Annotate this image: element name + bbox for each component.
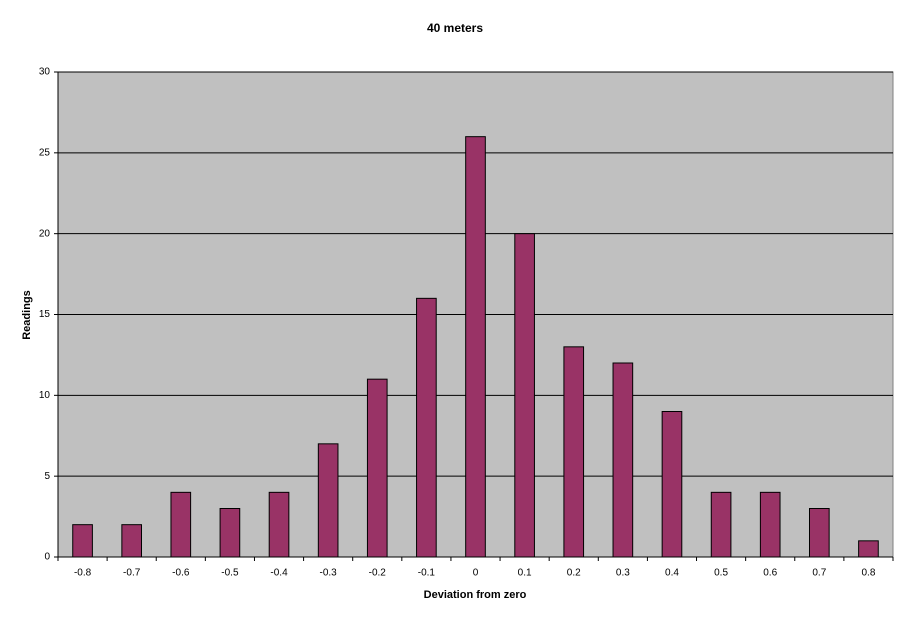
chart-title: 40 meters (427, 21, 483, 35)
y-tick-label: 5 (44, 471, 50, 482)
bar (170, 491, 192, 558)
bar (858, 540, 879, 558)
x-tick-label: -0.8 (74, 568, 92, 579)
bar (72, 524, 93, 558)
bar (710, 491, 732, 558)
x-tick-label: -0.2 (369, 568, 387, 579)
bar (317, 443, 339, 558)
x-tick-label: -0.6 (172, 568, 190, 579)
x-tick-label: 0.5 (714, 568, 728, 579)
y-tick-label: 25 (39, 147, 51, 158)
x-tick-label: -0.7 (123, 568, 141, 579)
y-tick-label: 20 (39, 228, 51, 239)
x-tick-label: 0.1 (518, 568, 532, 579)
bar (514, 233, 535, 558)
x-tick-label: 0.2 (567, 568, 581, 579)
bar (219, 508, 241, 558)
bar (121, 524, 143, 558)
x-tick-label: 0.4 (665, 568, 679, 579)
bar (416, 297, 437, 558)
bar (268, 491, 290, 558)
x-tick-label: 0.8 (861, 568, 875, 579)
x-tick-label: 0.6 (763, 568, 777, 579)
y-tick-label: 10 (39, 390, 51, 401)
y-tick-label: 15 (39, 309, 51, 320)
y-tick-label: 30 (39, 67, 51, 78)
x-tick-label: -0.3 (320, 568, 338, 579)
x-tick-label: 0 (473, 568, 479, 579)
bar (661, 411, 683, 558)
x-tick-label: 0.7 (812, 568, 826, 579)
bar (563, 346, 585, 558)
x-tick-label: -0.4 (270, 568, 288, 579)
y-tick-label: 0 (44, 552, 50, 563)
bar (366, 378, 388, 558)
bar (809, 508, 830, 558)
x-tick-label: 0.3 (616, 568, 630, 579)
x-tick-label: -0.5 (221, 568, 239, 579)
x-axis-label: Deviation from zero (424, 589, 527, 601)
bar (759, 491, 781, 558)
bar (465, 136, 486, 558)
y-axis-label: Readings (21, 290, 33, 340)
x-tick-label: -0.1 (418, 568, 436, 579)
bar (612, 362, 634, 558)
